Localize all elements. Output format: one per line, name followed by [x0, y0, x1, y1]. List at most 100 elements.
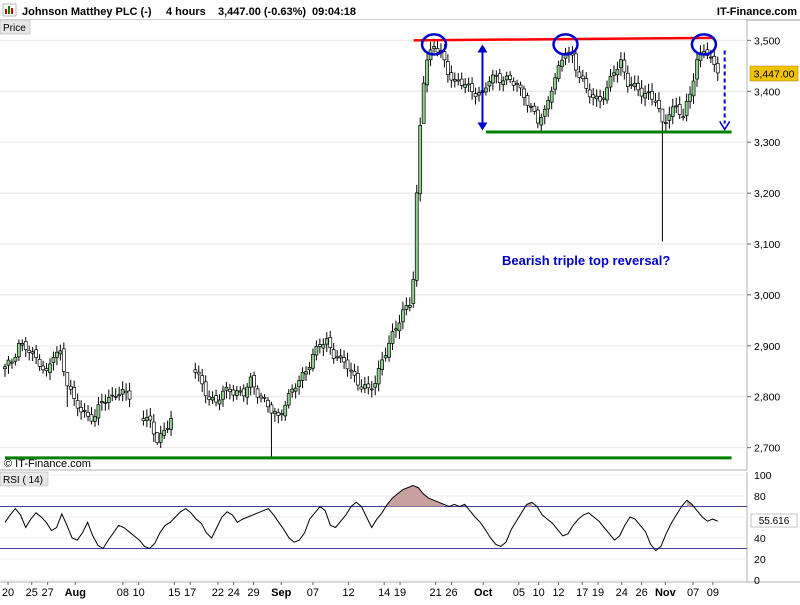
candle-body	[667, 114, 672, 121]
x-tick-label: 10	[133, 587, 145, 599]
x-tick-label: 21	[430, 587, 442, 599]
price-y-tick-label: 3,400	[754, 86, 780, 98]
candle-body	[643, 93, 647, 99]
candle-body	[670, 106, 675, 117]
candle-body	[293, 387, 298, 392]
candle-body	[269, 404, 274, 414]
x-tick-label: 27	[41, 587, 53, 599]
last-quote: 3,447.00 (-0.63%)	[218, 6, 306, 18]
candle-body	[3, 366, 7, 370]
candle-body	[674, 105, 679, 108]
candle-body	[96, 404, 101, 419]
candle-body	[508, 74, 513, 80]
candle-body	[362, 384, 367, 389]
x-tick-label: 10	[533, 587, 545, 599]
candle-body	[404, 305, 409, 310]
candle-body	[283, 404, 288, 417]
candle-body	[162, 430, 167, 436]
x-tick-label: 09	[707, 587, 719, 599]
last-price-label: 3,447.00	[754, 69, 795, 81]
candle-body	[359, 386, 364, 390]
candle-body	[484, 87, 488, 93]
candle-body	[615, 68, 620, 76]
candle-body	[48, 363, 52, 374]
candle-body	[425, 59, 429, 86]
rsi-value-marker	[750, 513, 798, 528]
x-tick-label: 25	[26, 587, 38, 599]
x-tick-label: 20	[2, 587, 14, 599]
candle-body	[335, 356, 340, 359]
target-arrow-head	[719, 121, 731, 131]
clock-time: 09:04:18	[312, 6, 356, 18]
candle-body	[646, 91, 651, 94]
candle-body	[497, 73, 502, 83]
candle-body	[515, 83, 519, 85]
candle-body	[338, 355, 343, 359]
candle-body	[411, 279, 416, 304]
x-tick-label: 17	[576, 587, 588, 599]
candle-body	[664, 122, 668, 124]
rsi-y-tick-label: 40	[754, 533, 766, 545]
candle-body	[442, 51, 447, 61]
rsi-y-tick-label: 100	[754, 470, 772, 482]
candle-body	[376, 368, 381, 385]
candle-body	[688, 93, 692, 102]
candle-body	[328, 337, 333, 348]
candle-body	[75, 400, 80, 409]
x-tick-label: 24	[228, 587, 240, 599]
candle-body	[321, 344, 326, 349]
candle-body	[245, 386, 250, 398]
candle-body	[345, 359, 350, 370]
watermark: © IT-Finance.com	[4, 458, 91, 470]
candle-body	[487, 81, 492, 87]
candle-body	[61, 348, 66, 372]
candle-body	[639, 87, 644, 97]
rsi-value-label: 55.616	[759, 516, 790, 527]
candle-body	[511, 80, 516, 86]
candle-body	[248, 376, 253, 388]
candle-body	[224, 387, 229, 391]
last-price-marker	[749, 65, 799, 82]
x-tick-label: 05	[513, 587, 525, 599]
candle-body	[217, 399, 222, 405]
candle-body	[369, 388, 374, 391]
candle-body	[155, 432, 160, 444]
candle-body	[432, 46, 436, 49]
candle-body	[622, 59, 627, 73]
candle-body	[452, 79, 457, 82]
candle-body	[456, 79, 461, 82]
candle-body	[549, 90, 554, 103]
range-arrow-down-head	[477, 122, 488, 131]
candle-body	[72, 387, 77, 399]
candle-body	[169, 418, 173, 430]
candle-body	[715, 63, 720, 74]
candle-body	[535, 109, 540, 124]
candle-body	[100, 401, 104, 404]
candle-body	[117, 394, 122, 397]
candle-body	[151, 421, 156, 435]
candle-body	[113, 396, 118, 398]
candle-body	[636, 83, 641, 91]
candle-body	[314, 346, 319, 356]
price-tab[interactable]	[0, 19, 31, 35]
candle-body	[691, 80, 696, 97]
candle-body	[324, 338, 329, 345]
candle-body	[529, 105, 533, 108]
candle-body	[556, 65, 561, 79]
candle-body	[255, 388, 260, 398]
candle-body	[16, 342, 21, 358]
candle-body	[193, 369, 198, 373]
candle-body	[650, 90, 654, 100]
candle-body	[356, 373, 360, 386]
timeframe-label: 4 hours	[166, 6, 206, 18]
rsi-tab-label: RSI ( 14)	[3, 475, 43, 486]
price-y-tick-label: 3,500	[754, 35, 780, 47]
candle-body	[539, 117, 544, 126]
candle-body	[625, 72, 630, 87]
price-y-tick-label: 2,700	[754, 443, 780, 455]
candle-body	[297, 380, 301, 388]
candle-body	[207, 396, 211, 400]
candle-body	[553, 77, 557, 90]
candle-body	[708, 56, 713, 59]
